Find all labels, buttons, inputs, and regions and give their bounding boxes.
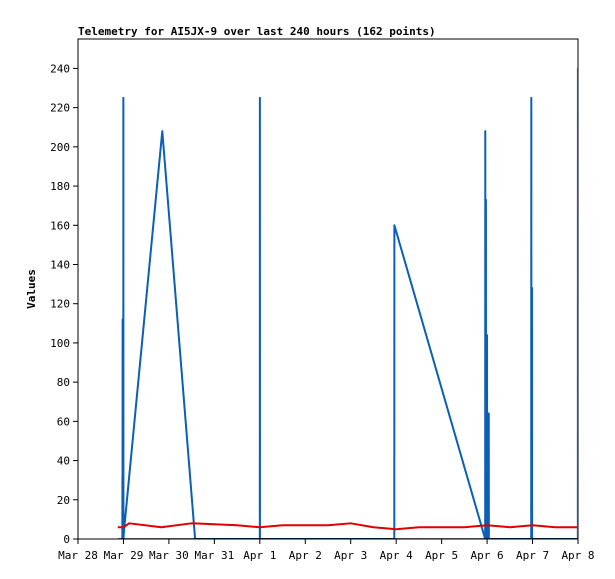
- series-line-2: [117, 522, 578, 531]
- chart-title: Telemetry for AI5JX-9 over last 240 hour…: [78, 25, 436, 38]
- x-tick-label: Apr 8: [561, 549, 594, 562]
- x-tick-label: Apr 2: [289, 549, 322, 562]
- plot-frame: [77, 38, 579, 540]
- x-tick-label: Mar 31: [194, 549, 234, 562]
- x-tick-label: Apr 1: [243, 549, 276, 562]
- y-tick-label: 40: [57, 455, 70, 468]
- x-tick-label: Apr 3: [334, 549, 367, 562]
- y-tick-label: 160: [50, 219, 70, 232]
- x-tick-label: Mar 28: [58, 549, 98, 562]
- y-tick-label: 60: [57, 415, 70, 428]
- y-tick-label: 140: [50, 258, 70, 271]
- x-axis: Mar 28 Mar 29 Mar 30 Mar 31 Apr 1 Apr 2 Apr 3 A…: [58, 539, 595, 562]
- series-line-1: [121, 67, 578, 539]
- x-tick-label: Apr 6: [471, 549, 504, 562]
- y-tick-label: 220: [50, 102, 70, 115]
- x-tick-label: Apr 7: [516, 549, 549, 562]
- y-tick-label: 240: [50, 62, 70, 75]
- y-tick-label: 20: [57, 494, 70, 507]
- y-tick-label: 0: [63, 533, 70, 546]
- y-tick-label: 200: [50, 141, 70, 154]
- x-tick-label: Apr 5: [425, 549, 458, 562]
- series-layer: [117, 67, 578, 539]
- x-tick-label: Mar 29: [104, 549, 144, 562]
- x-tick-label: Apr 4: [380, 549, 413, 562]
- y-tick-label: 80: [57, 376, 70, 389]
- x-tick-label: Mar 30: [149, 549, 189, 562]
- y-axis: 0 20 40 60 80 100 120 140 160 180 200 220 240: [50, 62, 78, 546]
- y-tick-label: 120: [50, 298, 70, 311]
- y-tick-label: 100: [50, 337, 70, 350]
- y-tick-label: 180: [50, 180, 70, 193]
- y-axis-title: Values: [25, 269, 38, 309]
